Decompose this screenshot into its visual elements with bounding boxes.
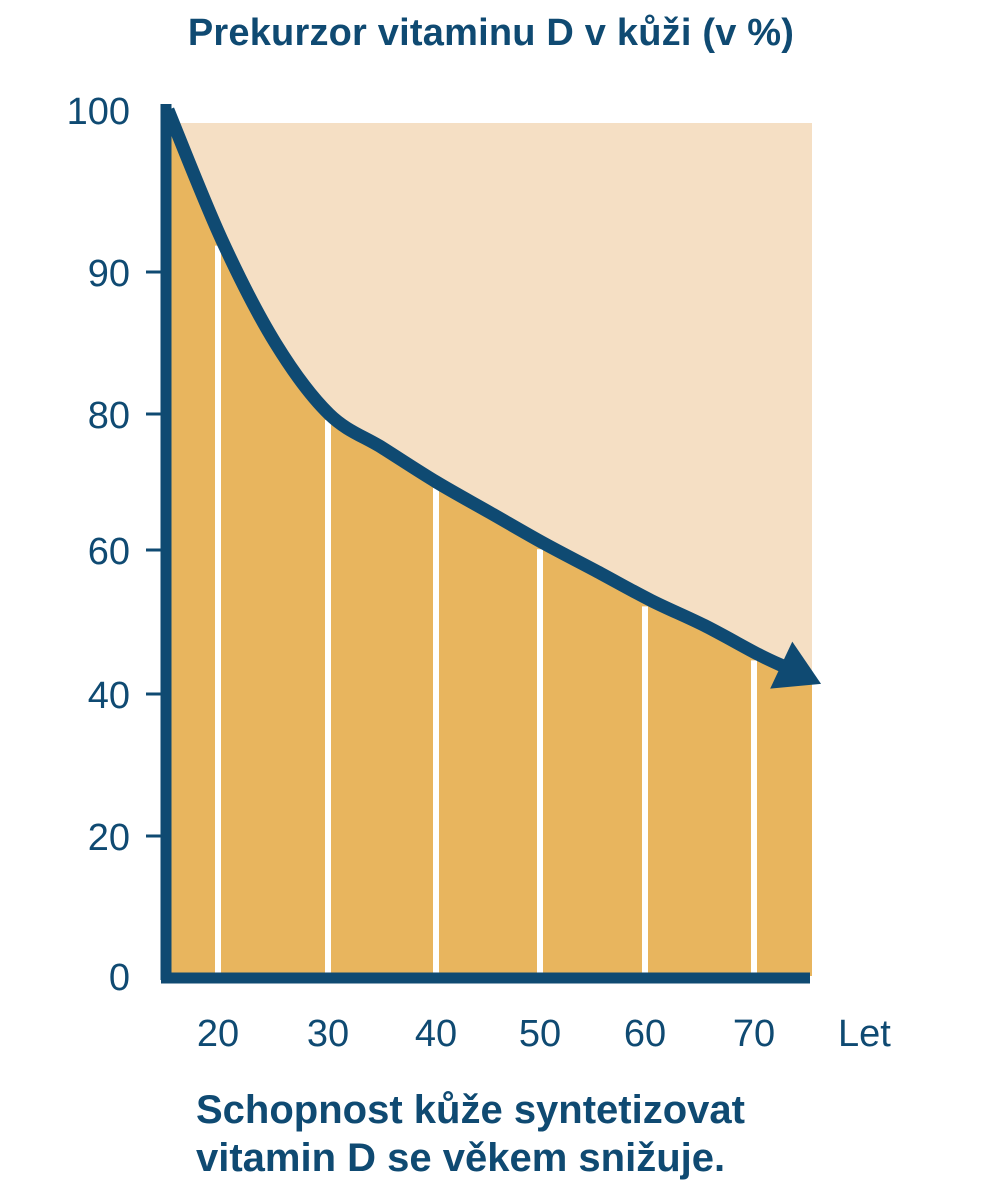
x-tick-label: 60: [624, 1013, 666, 1055]
y-tick-label: 100: [67, 91, 130, 133]
x-tick-label: 70: [733, 1013, 775, 1055]
arrow-head: [770, 641, 822, 689]
y-tick-label: 0: [109, 957, 130, 999]
x-axis-label: Let: [838, 1013, 891, 1055]
trend-arrow: [161, 107, 822, 689]
bar-dividers: [215, 245, 757, 976]
chart-title: Prekurzor vitaminu D v kůži (v %): [187, 12, 795, 54]
y-tick-labels: 0 20 40 60 80 90 100: [67, 91, 130, 999]
caption-line-1: Schopnost kůže syntetizovat: [196, 1088, 745, 1132]
y-tick-label: 80: [88, 395, 130, 437]
y-tick-label: 40: [88, 675, 130, 717]
trend-curve: [161, 107, 788, 673]
y-tick-label: 20: [88, 817, 130, 859]
y-tick-label: 60: [88, 531, 130, 573]
y-tick-label: 90: [88, 253, 130, 295]
caption-line-2: vitamin D se věkem snižuje.: [196, 1136, 726, 1180]
x-tick-label: 30: [307, 1013, 349, 1055]
chart-caption: Schopnost kůže syntetizovat vitamin D se…: [196, 1086, 956, 1182]
x-tick-label: 20: [197, 1013, 239, 1055]
x-tick-label: 40: [415, 1013, 457, 1055]
x-tick-labels: 20 30 40 50 60 70 Let: [197, 1013, 891, 1055]
axes: [146, 104, 810, 984]
x-tick-label: 50: [519, 1013, 561, 1055]
